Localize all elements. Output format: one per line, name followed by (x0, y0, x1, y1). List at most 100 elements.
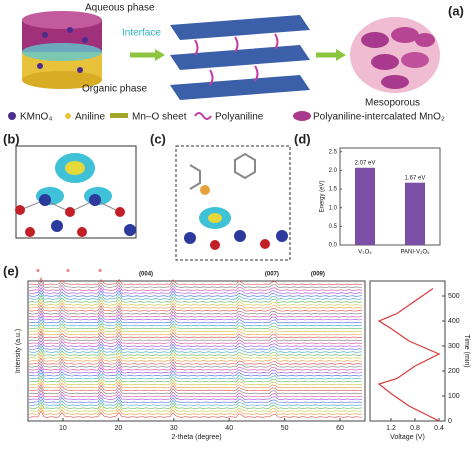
pattern-curve (28, 399, 363, 406)
pattern-curve (28, 348, 363, 356)
pattern-curve (28, 404, 363, 412)
legend-icons (8, 111, 311, 121)
pattern-curve (28, 301, 363, 309)
panel-label: (d) (294, 131, 311, 146)
pattern-curve (28, 343, 363, 350)
x-tick-label: 10 (59, 425, 67, 432)
plot-frame (369, 280, 446, 422)
pattern-curve (28, 389, 363, 398)
panel-label: (b) (3, 131, 20, 146)
y-tick-label: 0 (448, 418, 452, 425)
line-series (377, 288, 441, 422)
pattern-curve (28, 295, 363, 303)
y-tick-label: 1.0 (329, 205, 338, 211)
pattern-curve (28, 410, 363, 418)
panel-label: (a) (448, 3, 464, 18)
structure-c (175, 145, 291, 261)
charts: 0.0 0.5 1.0 1.5 2.0 2.5 Energy (eV) 2.07 eV V₂O₅… (15, 147, 470, 441)
phase-cylinder (22, 11, 102, 89)
value-label: 1.67 eV (405, 175, 426, 181)
peak-label: (004) (139, 272, 153, 278)
pattern-curve (28, 396, 363, 403)
peak-label: (007) (265, 272, 279, 278)
pattern-curve (28, 345, 363, 353)
x-tick-label: 50 (281, 425, 289, 432)
pattern-curve (28, 383, 363, 392)
pattern-curve (29, 292, 363, 300)
panel-label: (e) (3, 263, 19, 278)
y-tick-label: 0.5 (329, 224, 338, 230)
y-axis-label: Energy (eV) (320, 180, 326, 212)
pattern-curve (28, 289, 363, 297)
x-axis-label: Voltage (V) (390, 434, 425, 441)
pattern-curve (28, 363, 363, 371)
legend-text: Mn–O sheet (132, 112, 187, 123)
interface-label: Interface (122, 28, 161, 39)
x-tick-label: 0.8 (410, 425, 420, 432)
aqueous-label: Aqueous phase (85, 3, 155, 14)
mesoporous-label: Mesoporous (365, 98, 420, 109)
pattern-curve (28, 354, 363, 362)
pattern-curve (28, 287, 363, 294)
panel-label: (c) (150, 131, 166, 146)
x-tick-label: 60 (336, 425, 344, 432)
organic-label: Organic phase (82, 84, 147, 95)
legend-text: Polyaniline (215, 112, 264, 123)
pattern-curve (28, 381, 362, 389)
peak-marker: * (36, 268, 40, 279)
pattern-curve (28, 351, 363, 359)
pattern-curve (28, 277, 363, 285)
x-tick-label: 1.2 (386, 425, 396, 432)
pattern-curve (28, 366, 363, 374)
y-tick-label: 500 (448, 293, 460, 300)
y-tick-label: 200 (448, 368, 460, 375)
pattern-curve (28, 310, 363, 318)
x-tick-label: 40 (225, 425, 233, 432)
peak-label: (009) (311, 272, 325, 278)
pattern-curve (28, 280, 363, 288)
pattern-curve (28, 392, 363, 401)
y-axis-label: Time (min) (463, 334, 470, 367)
pattern-curve (28, 322, 363, 330)
pattern-curve (28, 315, 362, 324)
pattern-curve (28, 386, 363, 395)
y-tick-label: 0.0 (329, 243, 338, 249)
pattern-curve (28, 368, 363, 377)
legend-text: Aniline (75, 112, 105, 123)
peak-marker: * (66, 268, 70, 279)
pattern-curve (28, 304, 363, 312)
pattern-curve (28, 298, 363, 306)
peak-marker: * (98, 268, 102, 279)
x-tick-label: 20 (114, 425, 122, 432)
pattern-curve (28, 312, 363, 321)
layered-structure (130, 15, 346, 100)
pattern-curve (28, 327, 363, 336)
pattern-curve (29, 357, 363, 365)
plot-frame (27, 280, 366, 422)
y-tick-label: 1.5 (329, 187, 338, 193)
mesoporous-blob (350, 17, 440, 93)
pattern-curve (28, 319, 363, 327)
x-axis-label: 2-theta (degree) (171, 434, 221, 441)
pattern-curve (28, 336, 363, 344)
pattern-curve (28, 330, 363, 339)
value-label: 2.07 eV (355, 160, 376, 166)
x-tick-label: 30 (170, 425, 178, 432)
bar (405, 182, 425, 245)
bar (355, 167, 375, 245)
pattern-curve (28, 307, 363, 315)
legend-text: KMnO₄ (20, 112, 52, 123)
pattern-curve (28, 283, 363, 291)
y-tick-label: 2.5 (329, 149, 338, 155)
x-tick-label: 0.4 (434, 425, 444, 432)
pattern-curve (28, 360, 363, 368)
legend-text: Polyaniline-intercalated MnO₂ (313, 112, 445, 123)
y-tick-label: 2.0 (329, 168, 338, 174)
structure-b (15, 145, 137, 239)
pattern-curve (28, 378, 363, 386)
pattern-curve (28, 401, 363, 409)
pattern-curve (28, 375, 363, 383)
pattern-curve (28, 333, 363, 341)
y-axis-label: Intensity (a.u.) (15, 329, 22, 373)
